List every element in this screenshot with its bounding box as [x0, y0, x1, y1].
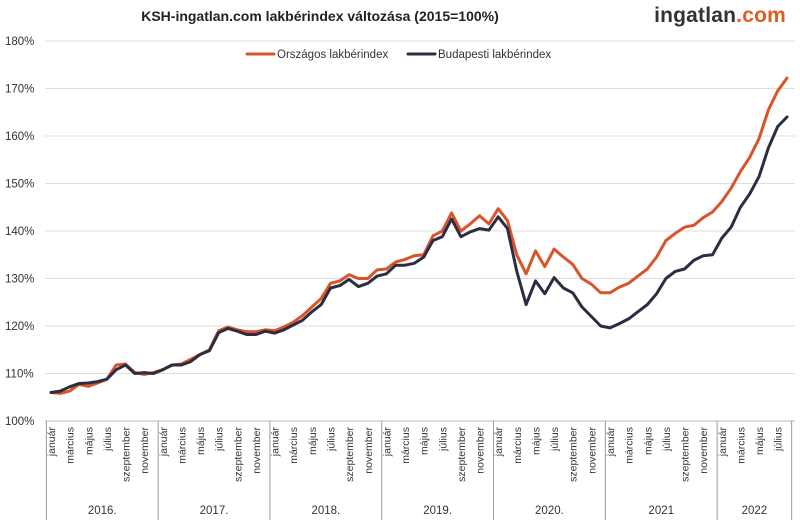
- y-tick-label: 100%: [5, 416, 34, 428]
- y-tick-label: 180%: [5, 36, 34, 48]
- x-tick-label: május: [307, 427, 319, 455]
- x-tick-label: január: [270, 427, 282, 458]
- x-tick-label: március: [512, 427, 524, 464]
- x-tick-label: március: [176, 427, 188, 464]
- x-tick-label: július: [214, 427, 226, 452]
- x-tick-label: szeptember: [121, 426, 133, 481]
- y-tick-label: 150%: [5, 179, 34, 191]
- y-tick-label: 170%: [5, 84, 34, 96]
- x-tick-label: május: [83, 427, 95, 455]
- x-tick-label: szeptember: [568, 426, 580, 481]
- series-layer: [49, 76, 789, 395]
- x-tick-label: szeptember: [344, 426, 356, 481]
- x-tick-label: május: [530, 427, 542, 455]
- x-tick-label: március: [735, 427, 747, 464]
- x-tick-label: július: [773, 427, 785, 452]
- x-tick-label: július: [102, 427, 114, 452]
- x-tick-label: november: [139, 427, 151, 474]
- year-label: 2022: [742, 505, 768, 517]
- year-label: 2021: [648, 505, 674, 517]
- chart-title: KSH-ingatlan.com lakbérindex változása (…: [141, 8, 499, 24]
- x-tick-label: november: [251, 427, 263, 474]
- logo-main-text: ingatlan: [654, 4, 737, 27]
- x-tick-label: május: [642, 427, 654, 455]
- year-label: 2019.: [423, 505, 452, 517]
- logo-tld: com: [742, 4, 786, 27]
- x-tick-label: szeptember: [232, 426, 244, 481]
- x-tick-label: július: [437, 427, 449, 452]
- year-label: 2018.: [311, 505, 340, 517]
- x-tick-label: május: [195, 427, 207, 455]
- x-tick-label: november: [363, 427, 375, 474]
- legend-label: Budapesti lakbérindex: [438, 49, 551, 61]
- x-tick-label: január: [46, 427, 58, 458]
- x-tick-label: május: [419, 427, 431, 455]
- x-tick-label: január: [717, 427, 729, 458]
- series-line-budapesti: [49, 115, 789, 394]
- x-axis: január március május július szeptember novemb…: [45, 420, 795, 520]
- x-tick-label: március: [400, 427, 412, 464]
- x-tick-label: január: [493, 427, 505, 458]
- x-tick-label: szeptember: [456, 426, 468, 481]
- x-tick-label: május: [754, 427, 766, 455]
- x-tick-label: január: [605, 427, 617, 458]
- legend-item-budapesti: Budapesti lakbérindex: [406, 49, 551, 61]
- x-tick-label: március: [65, 427, 77, 464]
- x-tick-label: november: [698, 427, 710, 474]
- y-tick-label: 120%: [5, 321, 34, 333]
- legend-label: Országos lakbérindex: [277, 49, 388, 61]
- x-tick-label: november: [586, 427, 598, 474]
- year-label: 2017.: [200, 505, 229, 517]
- year-label: 2016.: [88, 505, 117, 517]
- legend-item-orszagos: Országos lakbérindex: [245, 49, 388, 61]
- x-tick-label: március: [624, 427, 636, 464]
- x-tick-label: november: [475, 427, 487, 474]
- x-tick-label: július: [549, 427, 561, 452]
- y-tick-label: 140%: [5, 226, 34, 238]
- y-tick-label: 110%: [5, 369, 34, 381]
- ingatlan-logo: ingatlan.com: [654, 4, 786, 28]
- x-tick-label: január: [158, 427, 170, 458]
- series-line-orszagos: [49, 76, 789, 395]
- logo-dot: .: [736, 4, 743, 27]
- year-label: 2020.: [535, 505, 564, 517]
- x-tick-label: január: [381, 427, 393, 458]
- x-tick-label: július: [325, 427, 337, 452]
- x-tick-label: július: [661, 427, 673, 452]
- x-tick-label: március: [288, 427, 300, 464]
- x-tick-label: szeptember: [680, 426, 692, 481]
- y-tick-label: 160%: [5, 131, 34, 143]
- y-tick-label: 130%: [5, 274, 34, 286]
- legend: Országos lakbérindex Budapesti lakbérinde…: [245, 49, 551, 61]
